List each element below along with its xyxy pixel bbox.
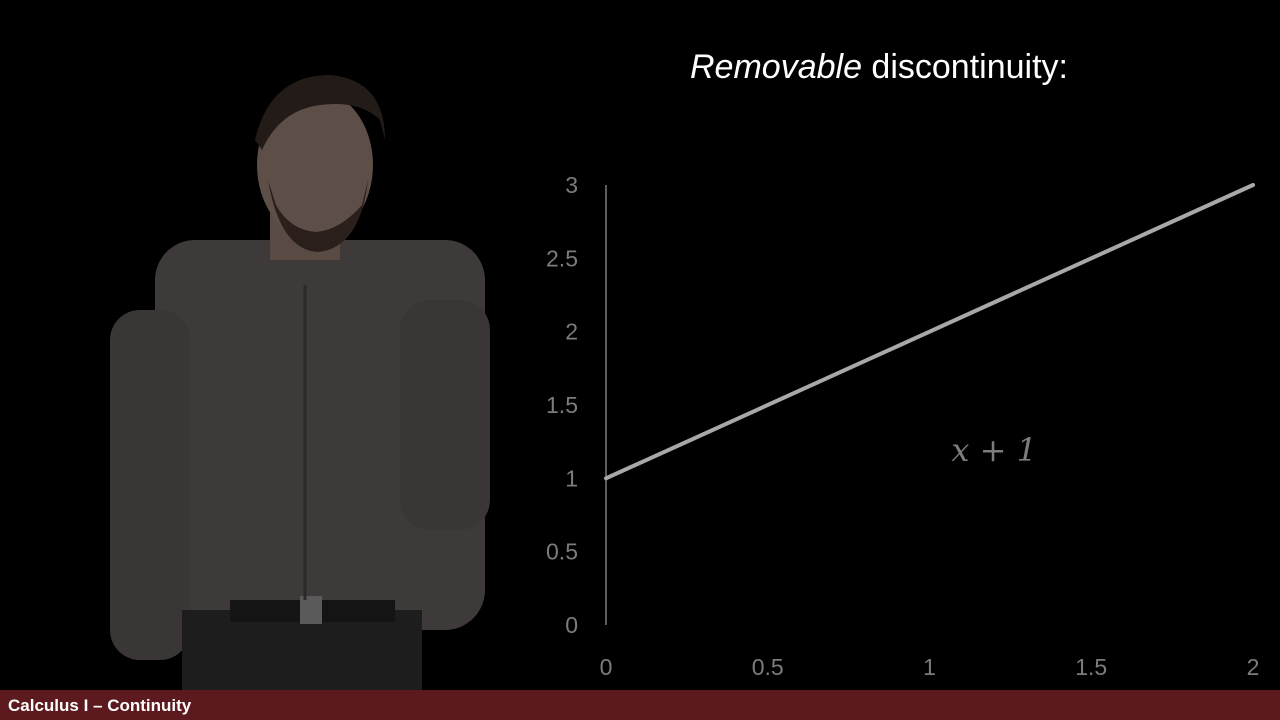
- y-tick-label: 0.5: [546, 539, 578, 565]
- y-tick-label: 0: [565, 612, 578, 638]
- y-tick-label: 2.5: [546, 245, 578, 271]
- y-tick-label: 3: [565, 172, 578, 198]
- y-tick-label: 1: [565, 465, 578, 491]
- y-axis-ticks: 0 0.5 1 1.5 2 2.5 3: [546, 172, 578, 638]
- lecture-stage: 0 0.5 1 1.5 2 2.5 3 0 0.5 1 1.5 2 x + 1: [110, 75, 1259, 690]
- x-tick-label: 0.5: [752, 654, 784, 680]
- slide-title-rest: discontinuity:: [861, 48, 1068, 86]
- y-tick-label: 1.5: [546, 392, 578, 418]
- slide-title-italic: Removable: [690, 48, 862, 86]
- series-line: [604, 183, 1255, 481]
- series-layer: [604, 183, 1255, 481]
- x-tick-label: 0: [600, 654, 613, 680]
- presenter-figure: [110, 75, 490, 690]
- x-tick-label: 1: [923, 654, 936, 680]
- x-tick-label: 1.5: [1075, 654, 1107, 680]
- line-chart: 0 0.5 1 1.5 2 2.5 3 0 0.5 1 1.5 2 x + 1: [546, 172, 1259, 680]
- y-tick-label: 2: [565, 319, 578, 345]
- function-label: x + 1: [951, 431, 1037, 469]
- course-label: Calculus I – Continuity: [8, 696, 192, 715]
- x-tick-label: 2: [1247, 654, 1260, 680]
- x-axis-ticks: 0 0.5 1 1.5 2: [600, 654, 1260, 680]
- slide-title: Removable discontinuity:: [690, 48, 1068, 87]
- footer-bar: Calculus I – Continuity: [0, 690, 1280, 720]
